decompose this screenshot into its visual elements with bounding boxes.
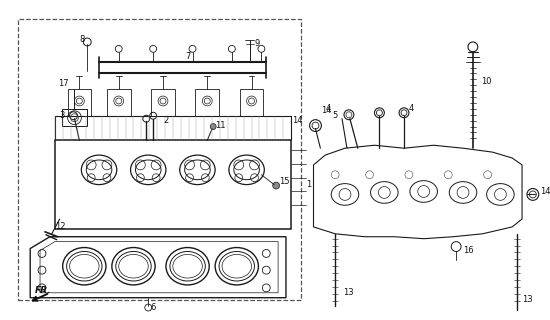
Text: 13: 13: [343, 288, 354, 297]
Text: 10: 10: [481, 77, 491, 86]
Text: 14: 14: [292, 116, 302, 125]
Text: 3: 3: [59, 111, 65, 120]
Text: 14: 14: [540, 187, 550, 196]
Text: 13: 13: [522, 295, 532, 304]
Text: 5: 5: [333, 111, 338, 120]
Text: 4: 4: [325, 104, 331, 113]
Text: 16: 16: [463, 246, 474, 255]
Text: FR.: FR.: [35, 286, 52, 295]
Text: 17: 17: [58, 79, 68, 88]
Text: 11: 11: [215, 121, 226, 130]
Text: 14: 14: [321, 106, 331, 115]
Text: 6: 6: [151, 303, 156, 312]
Bar: [18, 19, 301, 300]
Text: 2: 2: [163, 116, 168, 125]
Circle shape: [210, 124, 216, 130]
Text: 9: 9: [255, 39, 260, 48]
Text: 8: 8: [79, 35, 85, 44]
Text: 7: 7: [185, 52, 190, 61]
Circle shape: [273, 182, 279, 189]
Text: 1: 1: [306, 180, 311, 189]
Text: 15: 15: [279, 177, 290, 186]
Text: 4: 4: [409, 104, 414, 113]
Text: 12: 12: [55, 222, 65, 231]
